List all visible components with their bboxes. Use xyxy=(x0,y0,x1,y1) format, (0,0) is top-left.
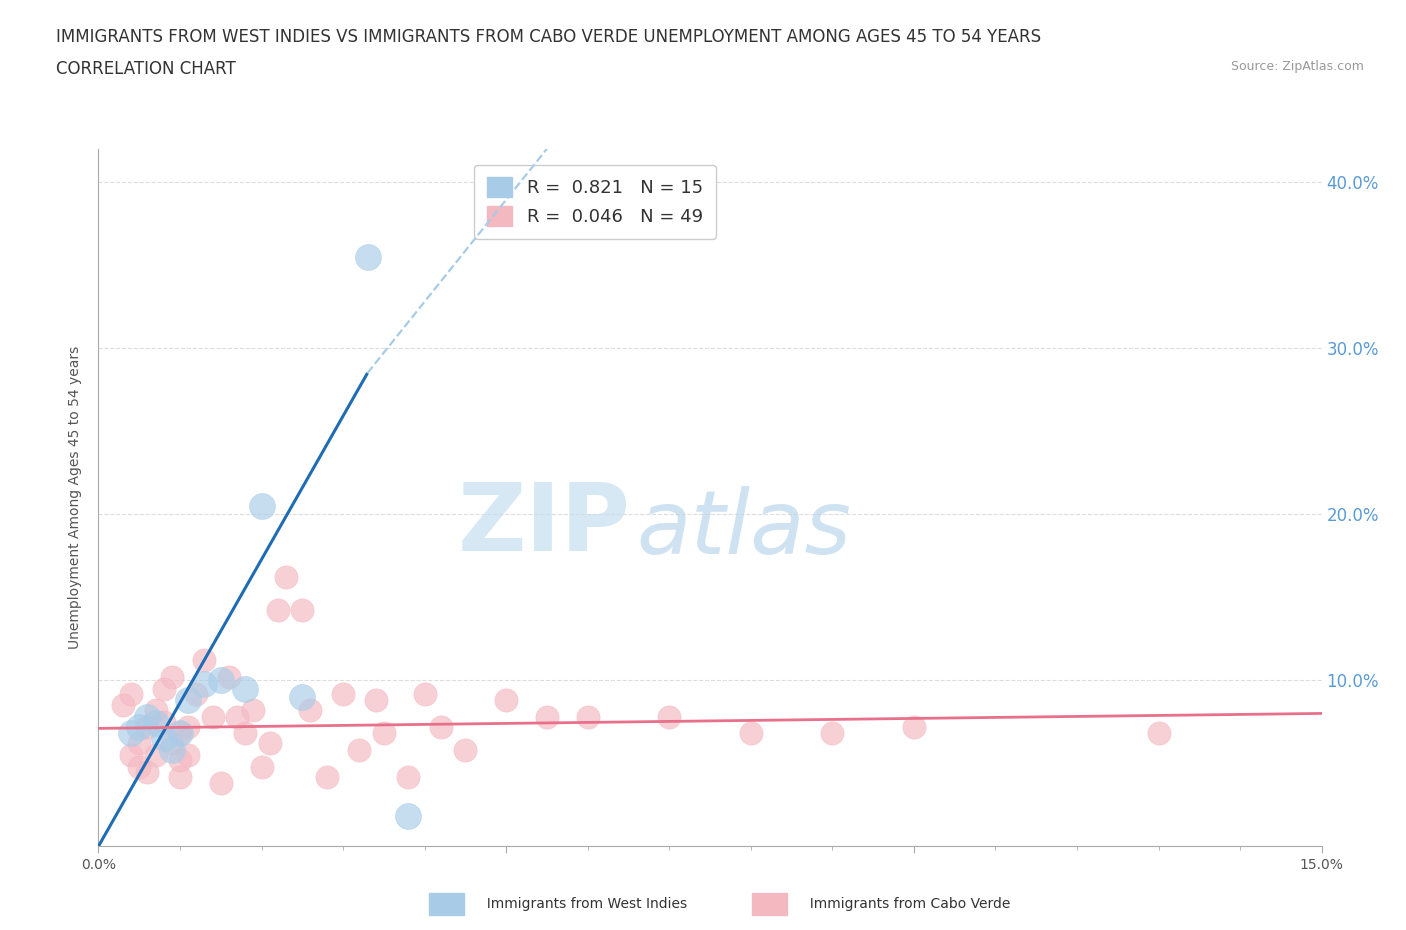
Point xyxy=(903,719,925,734)
Text: CORRELATION CHART: CORRELATION CHART xyxy=(56,60,236,78)
Point xyxy=(201,710,224,724)
Point xyxy=(495,693,517,708)
Point xyxy=(332,686,354,701)
Point xyxy=(226,710,249,724)
Point xyxy=(193,653,215,668)
Point xyxy=(291,689,314,704)
Text: atlas: atlas xyxy=(637,486,852,572)
Point xyxy=(209,776,232,790)
Point xyxy=(186,686,208,701)
Text: Immigrants from Cabo Verde: Immigrants from Cabo Verde xyxy=(801,897,1011,911)
Point xyxy=(233,681,256,696)
Point xyxy=(250,759,273,774)
Point xyxy=(373,726,395,741)
Point xyxy=(193,676,215,691)
Point xyxy=(128,719,150,734)
Point xyxy=(233,726,256,741)
Point xyxy=(349,742,371,757)
Point xyxy=(430,719,453,734)
Point xyxy=(576,710,599,724)
Point xyxy=(152,714,174,729)
Point xyxy=(291,603,314,618)
Text: ZIP: ZIP xyxy=(457,480,630,571)
Point xyxy=(1147,726,1170,741)
Point xyxy=(454,742,477,757)
Point xyxy=(315,769,337,784)
Point xyxy=(160,670,183,684)
Point xyxy=(169,726,191,741)
Point xyxy=(120,686,142,701)
Point xyxy=(242,703,264,718)
Point xyxy=(136,710,159,724)
Point xyxy=(136,764,159,779)
Y-axis label: Unemployment Among Ages 45 to 54 years: Unemployment Among Ages 45 to 54 years xyxy=(69,346,83,649)
Point xyxy=(267,603,290,618)
Point xyxy=(145,703,167,718)
Text: Immigrants from West Indies: Immigrants from West Indies xyxy=(478,897,688,911)
Point xyxy=(136,719,159,734)
Point xyxy=(177,719,200,734)
Point xyxy=(658,710,681,724)
Point xyxy=(111,698,134,712)
Point xyxy=(413,686,436,701)
Point xyxy=(145,716,167,731)
Point xyxy=(396,809,419,824)
Point xyxy=(821,726,844,741)
Point xyxy=(250,498,273,513)
Point xyxy=(169,769,191,784)
Point xyxy=(356,249,378,264)
Point xyxy=(169,726,191,741)
Point xyxy=(120,726,142,741)
Point xyxy=(169,752,191,767)
Point xyxy=(152,731,174,746)
Point xyxy=(364,693,387,708)
Point xyxy=(259,736,281,751)
Point xyxy=(177,693,200,708)
Point xyxy=(160,742,183,757)
Point xyxy=(218,670,240,684)
Point xyxy=(209,672,232,687)
Point xyxy=(145,748,167,763)
Point xyxy=(274,570,297,585)
Point xyxy=(128,759,150,774)
Point xyxy=(160,736,183,751)
Point xyxy=(536,710,558,724)
Point xyxy=(177,748,200,763)
Point xyxy=(740,726,762,741)
Point xyxy=(299,703,322,718)
Legend: R =  0.821   N = 15, R =  0.046   N = 49: R = 0.821 N = 15, R = 0.046 N = 49 xyxy=(474,165,716,239)
Text: IMMIGRANTS FROM WEST INDIES VS IMMIGRANTS FROM CABO VERDE UNEMPLOYMENT AMONG AGE: IMMIGRANTS FROM WEST INDIES VS IMMIGRANT… xyxy=(56,28,1042,46)
Text: Source: ZipAtlas.com: Source: ZipAtlas.com xyxy=(1230,60,1364,73)
Point xyxy=(152,681,174,696)
Point xyxy=(396,769,419,784)
Point xyxy=(120,748,142,763)
Point xyxy=(128,736,150,751)
